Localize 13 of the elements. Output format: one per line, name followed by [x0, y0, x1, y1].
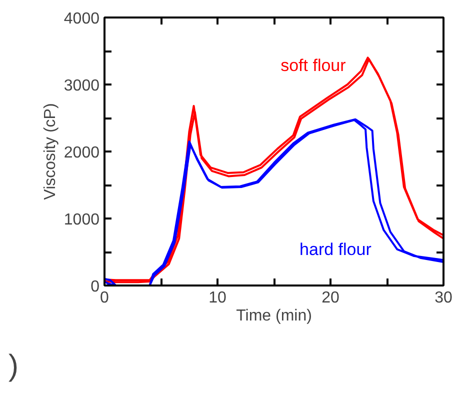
x-tick-label: 10: [208, 290, 226, 306]
text: ): [8, 350, 18, 382]
y-tick-label: 0: [90, 278, 100, 296]
series-label: soft flour: [280, 56, 346, 76]
y-tick-label: 1000: [64, 212, 100, 228]
x-axis-title: Time (min): [236, 308, 312, 324]
x-tick-label: 30: [434, 290, 452, 306]
x-tick-label: 20: [322, 290, 340, 306]
y-tick-label: 3000: [64, 78, 100, 94]
y-tick-label: 2000: [64, 144, 100, 162]
series-label: hard flour: [300, 240, 372, 259]
y-tick-label: 4000: [64, 10, 100, 28]
y-axis-title: Viscosity (cP): [42, 103, 59, 200]
